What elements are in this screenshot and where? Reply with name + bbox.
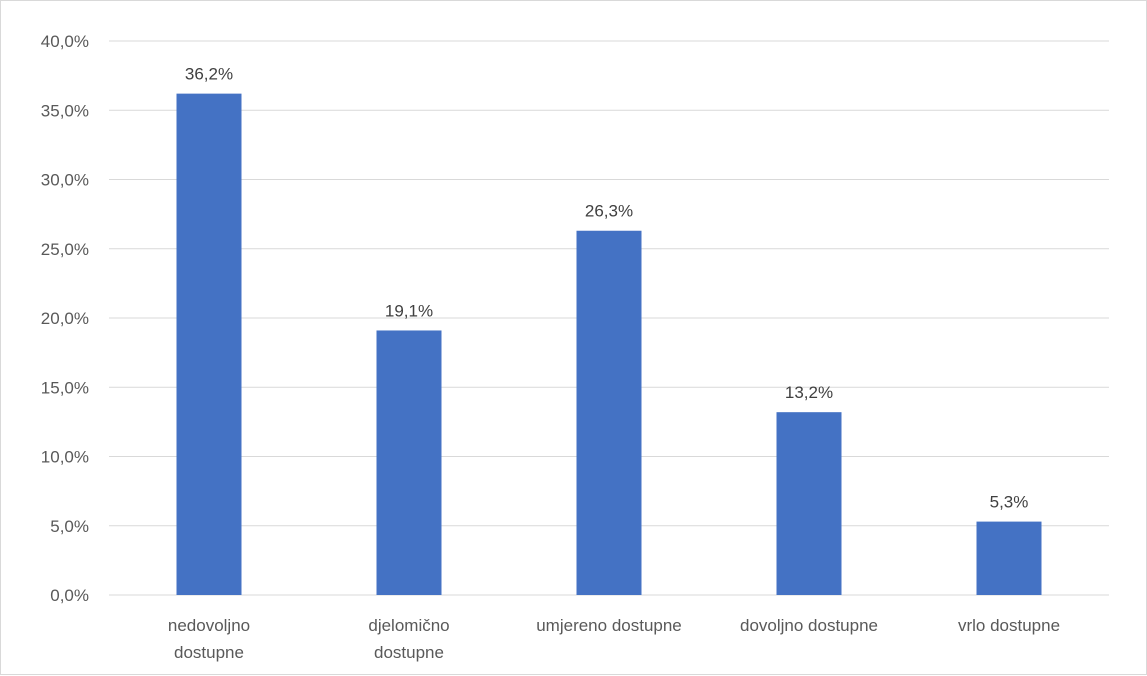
y-tick-label: 0,0% — [50, 586, 89, 605]
y-tick-label: 5,0% — [50, 517, 89, 536]
y-tick-label: 30,0% — [41, 171, 89, 190]
bar — [776, 412, 842, 595]
bar — [576, 230, 642, 595]
y-tick-label: 25,0% — [41, 240, 89, 259]
y-tick-label: 40,0% — [41, 32, 89, 51]
category-label: djelomično dostupne — [368, 616, 449, 662]
category-label: nedovoljno dostupne — [168, 616, 250, 662]
y-tick-label: 35,0% — [41, 101, 89, 120]
category-label: umjereno dostupne — [536, 616, 682, 635]
y-tick-label: 10,0% — [41, 448, 89, 467]
data-label: 36,2% — [185, 65, 233, 84]
y-tick-label: 15,0% — [41, 378, 89, 397]
data-label: 13,2% — [785, 383, 833, 402]
bar — [176, 93, 242, 595]
y-tick-label: 20,0% — [41, 309, 89, 328]
data-label: 26,3% — [585, 202, 633, 221]
data-label: 5,3% — [990, 493, 1029, 512]
bar — [376, 330, 442, 595]
category-label: vrlo dostupne — [958, 616, 1060, 635]
data-label: 19,1% — [385, 301, 433, 320]
bar — [976, 521, 1042, 595]
category-label: dovoljno dostupne — [740, 616, 878, 635]
